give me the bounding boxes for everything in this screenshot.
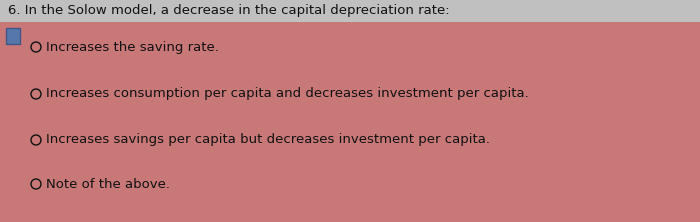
Bar bbox=[0, 0, 700, 22]
Text: Note of the above.: Note of the above. bbox=[46, 178, 170, 190]
Text: Increases savings per capita but decreases investment per capita.: Increases savings per capita but decreas… bbox=[46, 133, 490, 147]
Text: Increases consumption per capita and decreases investment per capita.: Increases consumption per capita and dec… bbox=[46, 87, 529, 101]
Text: 6. In the Solow model, a decrease in the capital depreciation rate:: 6. In the Solow model, a decrease in the… bbox=[8, 4, 449, 18]
Bar bbox=[6, 28, 20, 44]
Text: Increases the saving rate.: Increases the saving rate. bbox=[46, 40, 219, 54]
